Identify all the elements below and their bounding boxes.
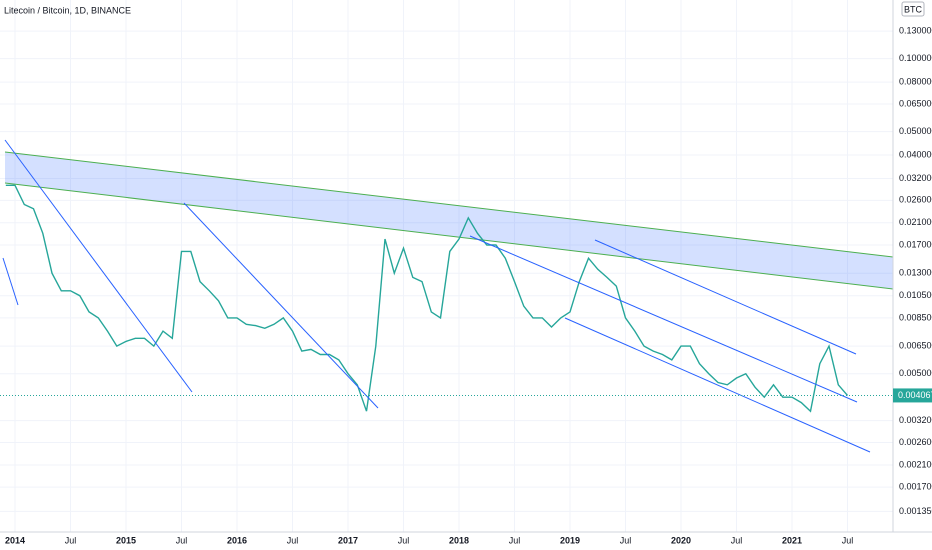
x-tick-label: Jul <box>509 535 521 545</box>
x-tick-label: 2016 <box>227 535 247 545</box>
trend-line <box>2 257 19 306</box>
x-tick-label: Jul <box>65 535 77 545</box>
x-tick-label: Jul <box>176 535 188 545</box>
x-tick-label: 2020 <box>671 535 691 545</box>
x-tick-label: Jul <box>287 535 299 545</box>
trend-line <box>469 235 858 403</box>
chart-title: Litecoin / Bitcoin, 1D, BINANCE <box>4 5 131 15</box>
x-tick-label: Jul <box>842 535 854 545</box>
y-tick-label: 0.001350 <box>899 506 932 516</box>
x-tick-label: 2018 <box>449 535 469 545</box>
x-tick-label: 2017 <box>338 535 358 545</box>
currency-label: BTC <box>904 4 923 14</box>
x-tick-label: 2014 <box>5 535 25 545</box>
x-tick-label: 2015 <box>116 535 136 545</box>
trend-line <box>594 239 857 355</box>
x-tick-label: Jul <box>398 535 410 545</box>
last-price-tag <box>893 388 932 403</box>
x-tick-label: Jul <box>731 535 743 545</box>
trend-line <box>4 139 193 393</box>
band-lower <box>4 182 894 290</box>
channel-band <box>5 152 893 289</box>
trend-line <box>183 202 379 409</box>
band-upper <box>4 151 894 258</box>
x-tick-label: 2019 <box>560 535 580 545</box>
price-axis <box>893 0 932 550</box>
plot <box>5 184 849 413</box>
trend-line <box>564 317 871 453</box>
price-line <box>5 184 849 413</box>
currency-badge[interactable] <box>901 1 925 17</box>
x-tick-label: Jul <box>620 535 632 545</box>
x-tick-label: 2021 <box>782 535 802 545</box>
last-price-label: 0.004067 <box>898 390 932 400</box>
